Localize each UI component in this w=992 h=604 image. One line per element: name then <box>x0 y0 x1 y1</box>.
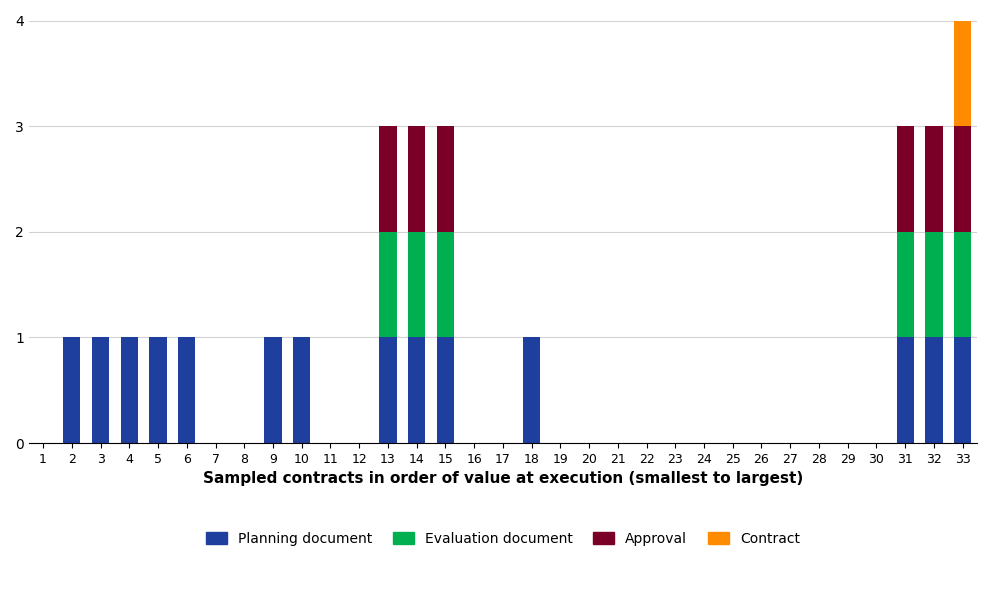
Legend: Planning document, Evaluation document, Approval, Contract: Planning document, Evaluation document, … <box>200 526 806 551</box>
X-axis label: Sampled contracts in order of value at execution (smallest to largest): Sampled contracts in order of value at e… <box>202 471 803 486</box>
Bar <box>63 338 80 443</box>
Bar <box>954 21 971 126</box>
Bar <box>293 338 310 443</box>
Bar <box>150 338 167 443</box>
Bar <box>523 338 541 443</box>
Bar <box>408 232 426 338</box>
Bar <box>436 126 454 232</box>
Bar <box>379 338 397 443</box>
Bar <box>408 338 426 443</box>
Bar <box>436 338 454 443</box>
Bar <box>954 232 971 338</box>
Bar <box>92 338 109 443</box>
Bar <box>121 338 138 443</box>
Bar <box>926 232 942 338</box>
Bar <box>897 232 914 338</box>
Bar <box>897 338 914 443</box>
Bar <box>379 126 397 232</box>
Bar <box>954 338 971 443</box>
Bar <box>897 126 914 232</box>
Bar <box>926 126 942 232</box>
Bar <box>379 232 397 338</box>
Bar <box>926 338 942 443</box>
Bar <box>436 232 454 338</box>
Bar <box>179 338 195 443</box>
Bar <box>408 126 426 232</box>
Bar <box>264 338 282 443</box>
Bar <box>954 126 971 232</box>
